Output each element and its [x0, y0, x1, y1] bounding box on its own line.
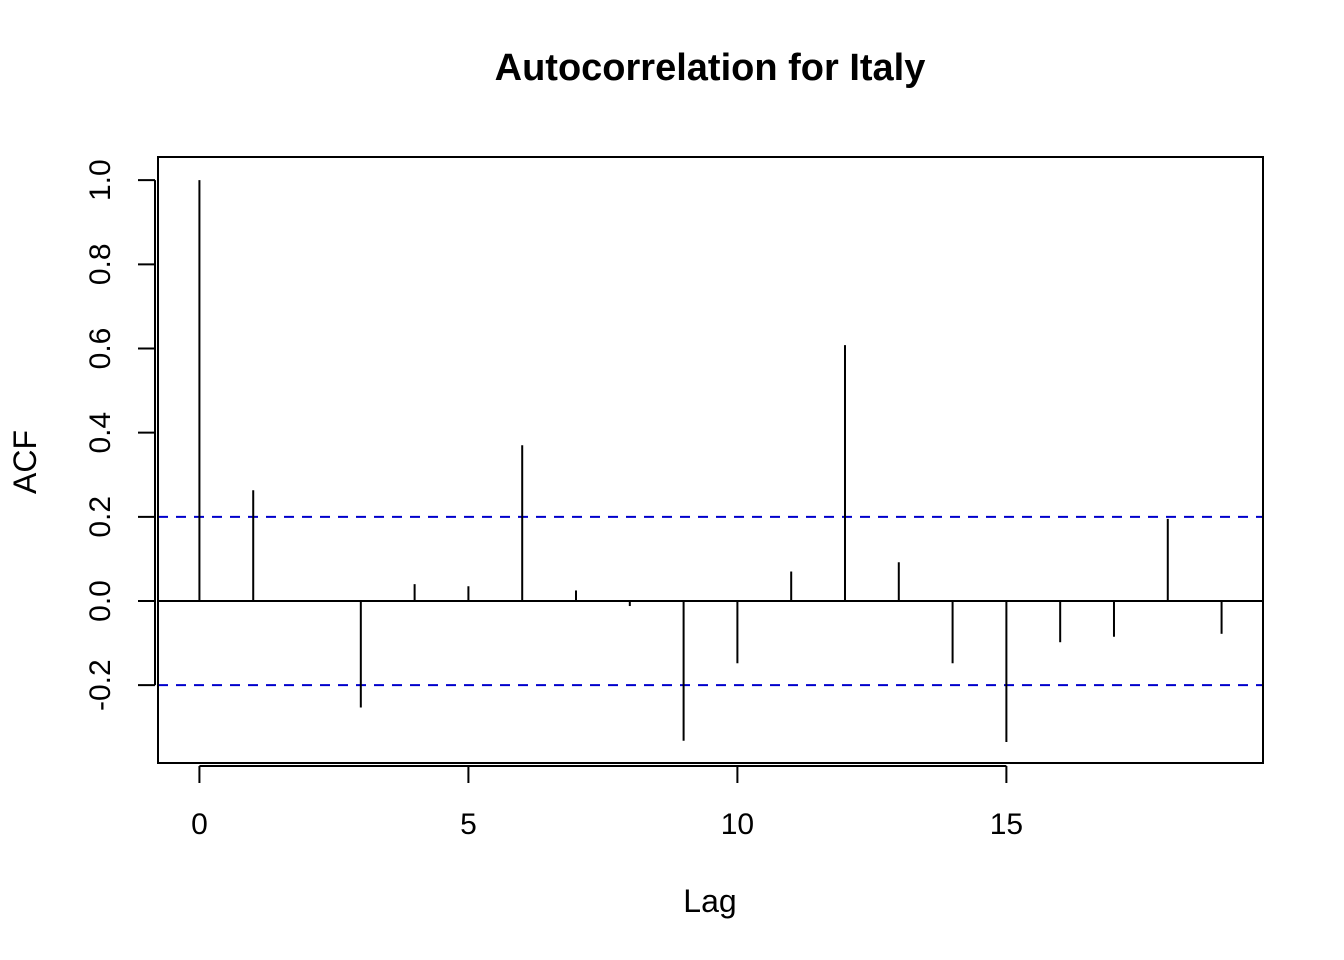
plot-area: [158, 180, 1263, 742]
x-tick-label: 0: [191, 808, 208, 841]
y-tick-label: 0.0: [84, 580, 117, 622]
x-tick-label: 5: [460, 808, 477, 841]
y-tick-label: 1.0: [84, 159, 117, 201]
chart-title: Autocorrelation for Italy: [495, 47, 926, 89]
y-tick-label: 0.6: [84, 328, 117, 370]
axes: 0 5 10 15 -0.2 0.0 0.2 0.4 0.6 0.8 1.0: [84, 156, 1264, 841]
y-tick-label: 0.2: [84, 496, 117, 538]
y-tick-label: 0.4: [84, 412, 117, 454]
x-axis-label: Lag: [683, 883, 736, 919]
plot-frame: [157, 156, 1264, 764]
x-tick-label: 10: [721, 808, 754, 841]
x-tick-label: 15: [990, 808, 1023, 841]
y-tick-label: -0.2: [84, 659, 117, 711]
y-tick-label: 0.8: [84, 243, 117, 285]
y-axis-label: ACF: [7, 430, 43, 494]
